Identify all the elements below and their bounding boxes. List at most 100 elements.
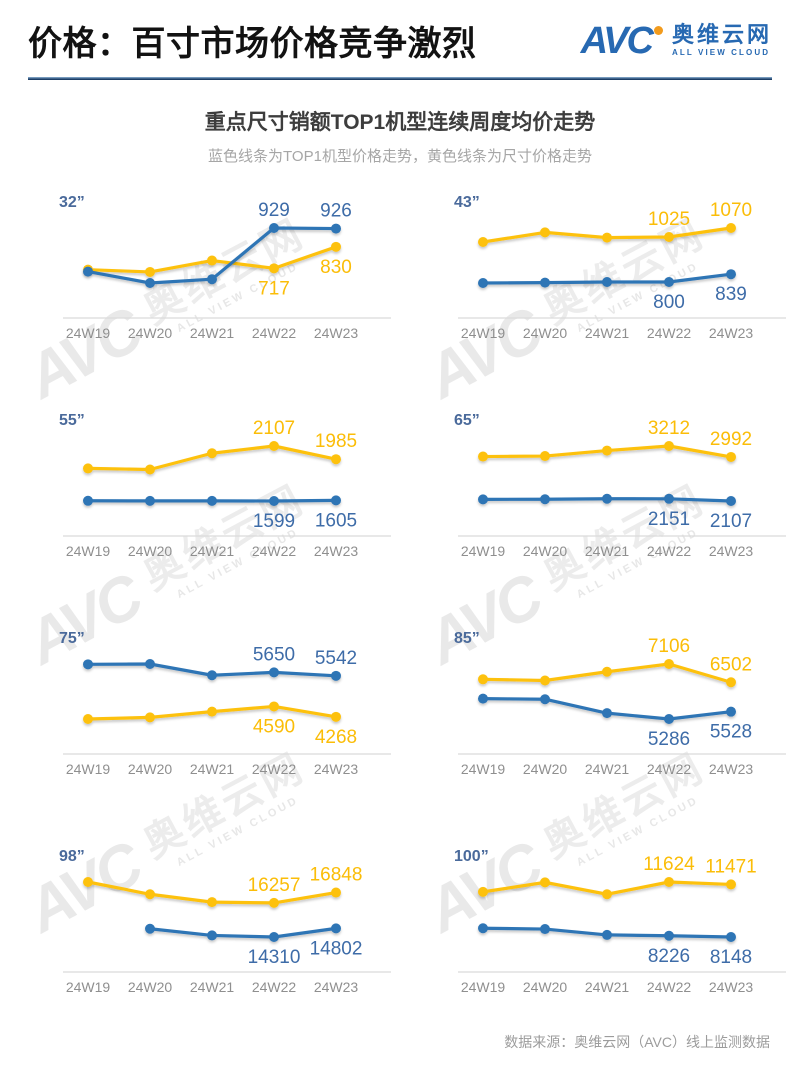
yellow-point [478,451,488,462]
yellow-series [478,877,736,900]
blue-series [83,495,341,506]
blue-point [207,670,217,681]
x-tick-label: 24W21 [190,543,235,559]
yellow-series [83,877,341,908]
blue-point [83,495,93,506]
logo-orange-dot-icon [653,25,663,35]
yellow-point [664,441,674,451]
blue-value-label: 8148 [710,947,752,968]
yellow-point [540,227,550,238]
x-tick-label: 24W19 [461,979,506,995]
blue-value-label: 929 [258,200,290,221]
chart-size-label: 98” [59,848,85,865]
chart-size-label: 100” [454,848,489,865]
chart-32-inch: 32” 24W19 24W20 24W21 24W22 24W23 929 926 717 830 [55,188,395,350]
x-tick-label: 24W21 [585,761,630,777]
x-tick-label: 24W22 [647,543,692,559]
yellow-point [207,448,217,459]
blue-series [145,923,341,942]
yellow-point [478,674,488,685]
chart-size-label: 75” [59,630,85,647]
x-tick-label: 24W20 [128,979,173,995]
chart-75-inch: 75” 24W19 24W20 24W21 24W22 24W23 5650 5542 4590… [55,624,395,786]
line-chart-svg: 24W19 24W20 24W21 24W22 24W23 929 926 717 830 [63,200,391,341]
yellow-point [726,879,736,890]
blue-value-label: 5528 [710,722,752,743]
blue-point [664,493,674,504]
blue-point [269,223,279,233]
yellow-value-label: 717 [258,278,290,299]
blue-series [478,269,736,288]
yellow-point [726,677,736,688]
blue-point [478,923,488,934]
blue-point [331,923,341,934]
yellow-point [602,232,612,243]
blue-point [664,714,674,724]
yellow-point [83,463,93,474]
yellow-series [478,223,736,247]
x-tick-label: 24W22 [647,979,692,995]
x-tick-label: 24W23 [314,761,359,777]
yellow-point [269,441,279,451]
blue-point [145,495,155,506]
chart-size-label: 43” [454,194,480,211]
yellow-value-label: 6502 [710,654,752,675]
chart-size-label: 32” [59,194,85,211]
chart-section-subtitle: 蓝色线条为TOP1机型价格走势，黄色线条为尺寸价格走势 [208,148,592,165]
line-chart-svg: 24W19 24W20 24W21 24W22 24W23 800 839 1025 1070 [458,200,786,341]
x-tick-label: 24W19 [66,543,111,559]
blue-value-label: 5650 [253,644,295,665]
chart-section-title: 重点尺寸销额TOP1机型连续周度均价走势 [204,111,596,134]
x-tick-label: 24W23 [314,979,359,995]
blue-point [664,930,674,941]
x-tick-label: 24W23 [314,325,359,341]
x-tick-label: 24W22 [252,325,297,341]
blue-value-label: 5286 [648,729,690,750]
blue-point [540,694,550,705]
yellow-point [478,886,488,897]
blue-point [478,693,488,704]
blue-point [207,930,217,941]
x-tick-label: 24W19 [66,325,111,341]
x-tick-label: 24W20 [523,543,568,559]
line-chart-svg: 24W19 24W20 24W21 24W22 24W23 14310 14802 16257… [63,865,391,995]
yellow-point [269,701,279,712]
yellow-point [602,666,612,677]
blue-series [478,923,736,942]
blue-point [726,269,736,280]
blue-point [145,659,155,669]
x-tick-label: 24W20 [128,325,173,341]
yellow-value-label: 830 [320,257,352,278]
chart-55-inch: 55” 24W19 24W20 24W21 24W22 24W23 1599 1605 2107… [55,406,395,568]
yellow-value-label: 4268 [315,727,357,748]
avc-logo-mark: AVC [581,22,663,60]
avc-logo: AVC 奥维云网 ALL VIEW CLOUD [581,22,772,60]
yellow-point [207,255,217,266]
yellow-point [602,445,612,456]
yellow-point [207,706,217,717]
x-tick-label: 24W19 [66,979,111,995]
yellow-point [331,887,341,898]
blue-value-label: 1599 [253,511,295,532]
blue-point [269,496,279,506]
yellow-point [269,263,279,274]
blue-value-label: 926 [320,201,352,222]
yellow-point [540,451,550,462]
yellow-point [145,712,155,723]
blue-value-label: 839 [715,284,747,305]
yellow-value-label: 4590 [253,716,295,737]
yellow-point [478,237,488,247]
header: 价格：百寸市场价格竞争激烈 AVC 奥维云网 ALL VIEW CLOUD [0,0,800,77]
line-chart-svg: 24W19 24W20 24W21 24W22 24W23 5286 5528 7106 650… [458,636,786,777]
blue-point [478,278,488,288]
yellow-series [478,659,736,688]
line-chart-svg: 24W19 24W20 24W21 24W22 24W23 5650 5542 4590 426… [63,644,391,777]
chart-size-label: 65” [454,412,480,429]
data-source-note: 数据来源：奥维云网（AVC）线上监测数据 [504,1034,770,1050]
yellow-point [726,223,736,233]
blue-series [83,223,341,288]
yellow-value-label: 16848 [310,865,363,886]
yellow-point [664,877,674,887]
blue-point [602,929,612,940]
x-tick-label: 24W19 [66,761,111,777]
